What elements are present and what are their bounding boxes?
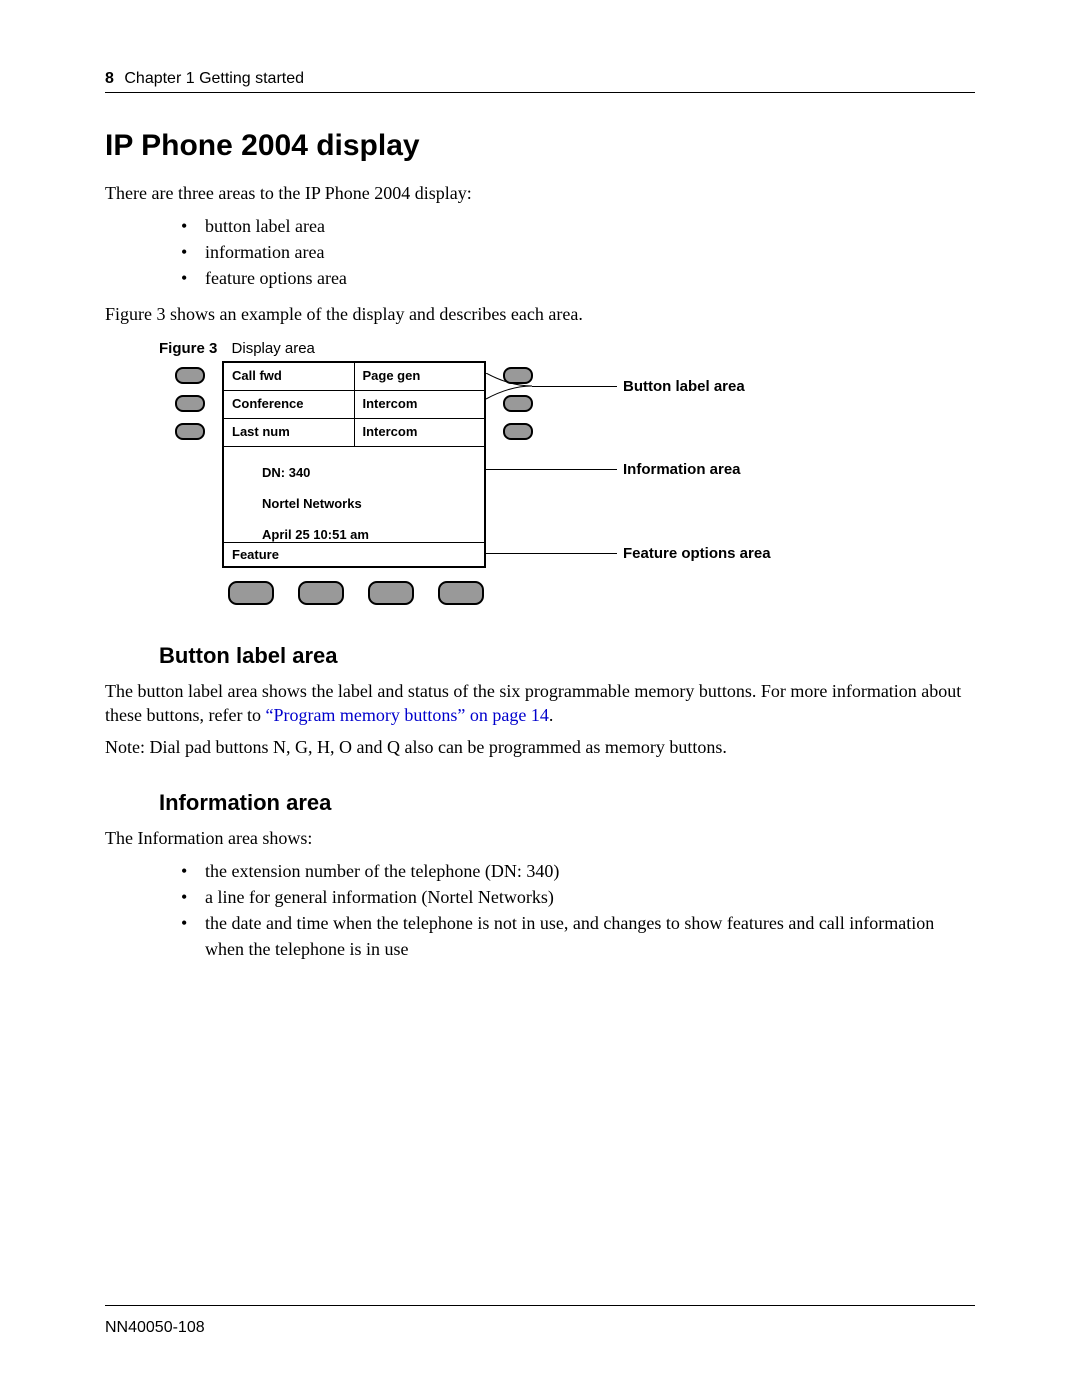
leader-line — [486, 469, 617, 470]
side-key-icon — [503, 423, 533, 440]
document-page: 8 Chapter 1 Getting started IP Phone 200… — [0, 0, 1080, 1397]
button-label-cell: Page gen — [355, 363, 485, 390]
heading-button-label-area: Button label area — [159, 643, 975, 669]
softkey-icon — [228, 581, 274, 605]
info-line: Nortel Networks — [262, 488, 484, 519]
phone-display: Call fwd Page gen Conference Intercom La… — [222, 361, 486, 568]
figure-label: Figure 3 — [159, 340, 217, 357]
annotation-information-area: Information area — [623, 461, 741, 478]
leader-line — [532, 386, 617, 387]
list-item: information area — [181, 239, 975, 265]
info-line: DN: 340 — [262, 457, 484, 488]
list-item: the extension number of the telephone (D… — [181, 858, 975, 884]
doc-number: NN40050-108 — [105, 1319, 975, 1337]
button-label-cell: Intercom — [355, 419, 485, 446]
info-list: the extension number of the telephone (D… — [105, 858, 975, 962]
list-item: feature options area — [181, 265, 975, 291]
info-intro: The Information area shows: — [105, 826, 975, 850]
annotation-button-label-area: Button label area — [623, 378, 745, 395]
button-label-cell: Conference — [224, 391, 355, 418]
button-label-cell: Call fwd — [224, 363, 355, 390]
chapter-title: Chapter 1 Getting started — [124, 70, 304, 87]
intro-paragraph: There are three areas to the IP Phone 20… — [105, 181, 975, 205]
page-footer: NN40050-108 — [105, 1305, 975, 1337]
softkey-icon — [438, 581, 484, 605]
side-key-icon — [175, 395, 205, 412]
button-label-paragraph: The button label area shows the label an… — [105, 679, 975, 728]
footer-rule — [105, 1305, 975, 1307]
button-label-note: Note: Dial pad buttons N, G, H, O and Q … — [105, 735, 975, 759]
list-item: a line for general information (Nortel N… — [181, 884, 975, 910]
leader-line — [486, 553, 617, 554]
figure-3: Call fwd Page gen Conference Intercom La… — [175, 361, 975, 613]
button-label-cell: Intercom — [355, 391, 485, 418]
information-area-cell: DN: 340 Nortel Networks April 25 10:51 a… — [224, 447, 484, 543]
softkey-icon — [298, 581, 344, 605]
text-span: . — [549, 705, 554, 725]
heading-information-area: Information area — [159, 790, 975, 816]
list-item: the date and time when the telephone is … — [181, 910, 975, 962]
side-key-icon — [175, 423, 205, 440]
button-label-row: Last num Intercom — [224, 419, 484, 447]
program-memory-buttons-link[interactable]: “Program memory buttons” on page 14 — [265, 705, 548, 725]
running-header: 8 Chapter 1 Getting started — [105, 70, 975, 93]
softkey-icon — [368, 581, 414, 605]
page-number: 8 — [105, 70, 114, 87]
annotation-feature-options-area: Feature options area — [623, 545, 771, 562]
page-title: IP Phone 2004 display — [105, 129, 975, 163]
intro-after: Figure 3 shows an example of the display… — [105, 302, 975, 326]
button-label-cell: Last num — [224, 419, 355, 446]
side-key-icon — [175, 367, 205, 384]
figure-caption: Figure 3 Display area — [159, 340, 975, 357]
figure-title: Display area — [232, 340, 315, 357]
button-label-row: Conference Intercom — [224, 391, 484, 419]
list-item: button label area — [181, 213, 975, 239]
leader-line — [486, 373, 534, 401]
button-label-row: Call fwd Page gen — [224, 363, 484, 391]
areas-list: button label area information area featu… — [105, 213, 975, 291]
